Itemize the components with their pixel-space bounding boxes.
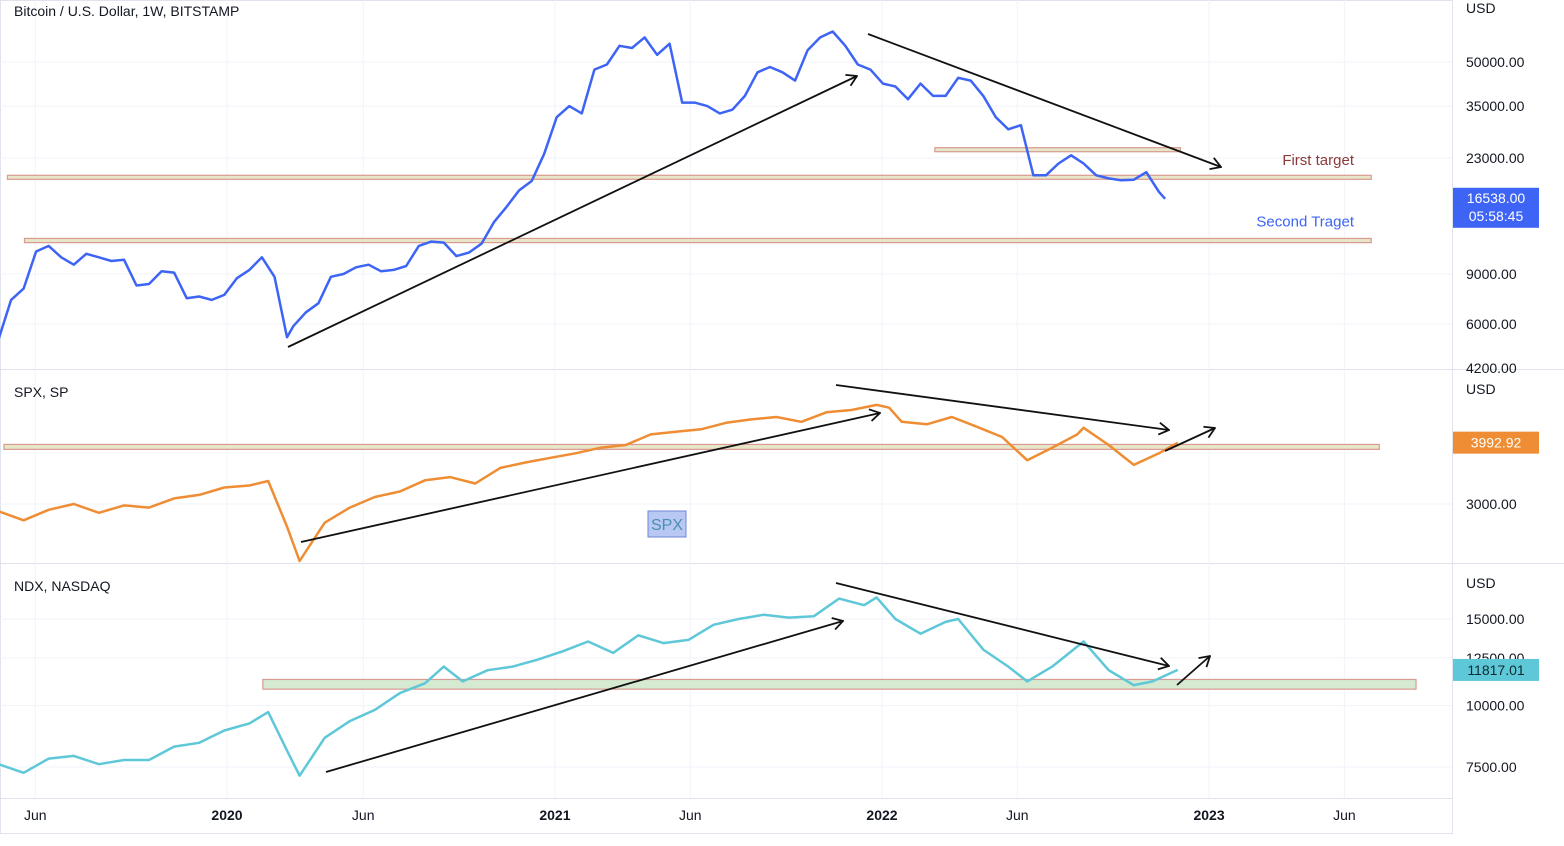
- second-target-label: Second Traget: [1256, 214, 1354, 231]
- price-axis-tick: 4200.00: [1466, 360, 1517, 376]
- price-axis-tick: 6000.00: [1466, 316, 1517, 332]
- trend-arrow[interactable]: [287, 76, 857, 348]
- price-axis-tick: 35000.00: [1466, 98, 1525, 114]
- time-axis-label: Jun: [352, 807, 375, 823]
- currency-label: USD: [1466, 381, 1496, 397]
- price-axis-tick: 10000.00: [1466, 698, 1525, 714]
- pane-title: Bitcoin / U.S. Dollar, 1W, BITSTAMP: [14, 3, 239, 19]
- time-axis-label: Jun: [679, 807, 702, 823]
- symbol-badge[interactable]: [647, 510, 687, 538]
- price-axis-tick: 9000.00: [1466, 266, 1517, 282]
- currency-label: USD: [1466, 575, 1496, 591]
- pane-title: SPX, SP: [14, 384, 68, 400]
- time-axis-label: 2020: [211, 807, 242, 823]
- price-line[interactable]: [0, 30, 1167, 340]
- time-axis-label: Jun: [1333, 807, 1356, 823]
- price-zone[interactable]: [6, 174, 1372, 180]
- currency-label: USD: [1466, 0, 1496, 16]
- time-axis-label: Jun: [1006, 807, 1029, 823]
- trend-arrow[interactable]: [835, 582, 1169, 666]
- price-zone[interactable]: [262, 678, 1417, 690]
- trend-arrow[interactable]: [867, 33, 1221, 167]
- symbol-badge-text: SPX: [651, 517, 683, 534]
- first-target-label: First target: [1282, 152, 1355, 169]
- trend-arrow[interactable]: [835, 384, 1169, 430]
- price-zone[interactable]: [23, 237, 1372, 244]
- time-axis-label: 2021: [539, 807, 570, 823]
- last-price-badge: [1453, 658, 1539, 681]
- price-axis-tick: 23000.00: [1466, 150, 1525, 166]
- time-axis-label: 2022: [866, 807, 897, 823]
- price-axis-tick: 15000.00: [1466, 611, 1525, 627]
- trend-arrow[interactable]: [325, 621, 843, 773]
- price-line[interactable]: [0, 596, 1179, 777]
- trend-arrow[interactable]: [1164, 428, 1215, 452]
- price-zone[interactable]: [934, 147, 1181, 153]
- price-zone[interactable]: [3, 443, 1380, 450]
- pane-title: NDX, NASDAQ: [14, 578, 111, 594]
- price-line[interactable]: [0, 403, 1179, 563]
- time-axis-label: Jun: [24, 807, 47, 823]
- last-price-value: 16538.00: [1467, 190, 1526, 206]
- last-price-badge: [1453, 187, 1539, 228]
- price-axis-tick: 50000.00: [1466, 54, 1525, 70]
- last-price-value: 11817.01: [1467, 662, 1525, 678]
- trend-arrow[interactable]: [300, 413, 880, 543]
- trend-arrow[interactable]: [1176, 656, 1210, 686]
- price-axis-tick: 7500.00: [1466, 759, 1517, 775]
- last-price-value: 3992.92: [1471, 435, 1522, 451]
- bar-countdown: 05:58:45: [1469, 208, 1524, 224]
- plot-frame: [0, 0, 1453, 834]
- price-axis-tick: 3000.00: [1466, 496, 1517, 512]
- time-axis-label: 2023: [1193, 807, 1224, 823]
- last-price-badge: [1453, 431, 1539, 454]
